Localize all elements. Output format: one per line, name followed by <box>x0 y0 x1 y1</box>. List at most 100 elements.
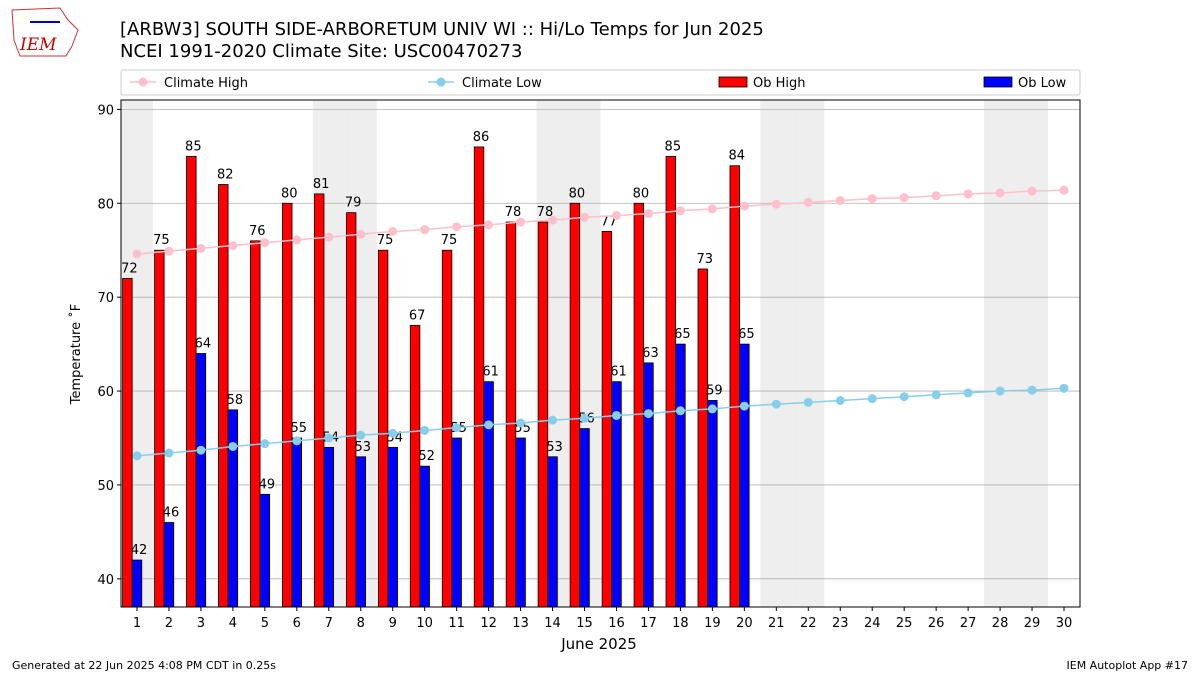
value-label: 49 <box>259 477 276 492</box>
point <box>675 406 685 416</box>
bar <box>409 324 421 608</box>
point <box>324 232 334 242</box>
point <box>516 418 526 428</box>
bar <box>195 353 207 608</box>
value-label: 82 <box>217 168 234 183</box>
point <box>611 410 621 420</box>
bar <box>739 343 750 608</box>
value-label: 72 <box>121 261 138 276</box>
y-tick-label: 60 <box>97 385 114 400</box>
value-label: 85 <box>665 139 682 154</box>
point <box>580 212 590 222</box>
footer-right: IEM Autoplot App #17 <box>1067 659 1189 672</box>
value-label: 59 <box>706 383 723 398</box>
x-tick-label: 14 <box>544 616 561 631</box>
shaded-day <box>984 100 1017 607</box>
bar <box>483 381 494 608</box>
point <box>260 439 270 449</box>
point <box>899 392 909 402</box>
value-label: 78 <box>505 205 522 220</box>
value-label: 65 <box>738 327 755 342</box>
point <box>995 386 1005 396</box>
point <box>452 222 462 232</box>
point <box>164 448 174 458</box>
value-label: 75 <box>377 233 394 248</box>
bar <box>515 437 526 608</box>
point <box>356 430 366 440</box>
bar <box>154 249 165 608</box>
bar <box>186 155 197 608</box>
x-tick-label: 15 <box>576 616 593 631</box>
bar <box>547 456 558 608</box>
point <box>292 436 302 446</box>
bar <box>643 362 654 608</box>
legend-label: Ob High <box>753 76 806 91</box>
bar <box>537 221 549 608</box>
point <box>739 201 749 211</box>
bar <box>259 493 271 608</box>
point <box>420 225 430 235</box>
bar <box>729 165 740 608</box>
value-label: 75 <box>441 233 458 248</box>
value-label: 64 <box>195 337 212 352</box>
bar <box>675 343 686 608</box>
point <box>356 229 366 239</box>
bar <box>227 409 239 608</box>
value-label: 65 <box>674 327 691 342</box>
value-label: 81 <box>313 177 330 192</box>
x-tick-label: 3 <box>197 616 205 631</box>
y-axis-label: Temperature ˚F <box>68 304 84 405</box>
point <box>548 415 558 425</box>
point <box>1027 186 1037 196</box>
y-tick-label: 80 <box>97 197 114 212</box>
x-tick-label: 10 <box>416 616 433 631</box>
point <box>420 425 430 435</box>
logo-text: IEM <box>19 35 57 55</box>
chart-subtitle: NCEI 1991-2020 Climate Site: USC00470273 <box>120 41 522 62</box>
x-tick-label: 30 <box>1056 616 1073 631</box>
point <box>548 215 558 225</box>
x-tick-label: 8 <box>357 616 365 631</box>
value-label: 42 <box>131 543 148 558</box>
x-tick-label: 22 <box>800 616 817 631</box>
bar <box>250 240 261 608</box>
x-tick-label: 18 <box>672 616 689 631</box>
chart-title: [ARBW3] SOUTH SIDE-ARBORETUM UNIV WI :: … <box>120 19 764 40</box>
point <box>803 197 813 207</box>
x-axis-label: June 2025 <box>560 635 637 653</box>
point <box>643 409 653 419</box>
legend-swatch <box>983 76 1013 88</box>
point <box>516 217 526 227</box>
bar <box>313 193 325 608</box>
bar <box>355 456 366 608</box>
point <box>164 246 174 256</box>
x-tick-label: 17 <box>640 616 657 631</box>
bar <box>569 202 581 608</box>
value-label: 75 <box>153 233 170 248</box>
legend-swatch <box>718 76 748 88</box>
plot-frame <box>120 99 1081 608</box>
x-tick-label: 1 <box>133 616 141 631</box>
point <box>899 193 909 203</box>
bar <box>377 249 389 608</box>
legend-label: Ob Low <box>1018 76 1067 91</box>
x-tick-label: 24 <box>864 616 881 631</box>
value-label: 80 <box>281 186 298 201</box>
x-tick-label: 23 <box>832 616 849 631</box>
bar <box>665 155 677 608</box>
footer-left: Generated at 22 Jun 2025 4:08 PM CDT in … <box>12 659 276 672</box>
value-label: 78 <box>537 205 554 220</box>
bar <box>419 465 430 608</box>
bar <box>601 231 613 608</box>
point <box>196 445 206 455</box>
point <box>803 397 813 407</box>
point <box>580 413 590 423</box>
value-label: 80 <box>569 186 586 201</box>
bar <box>697 268 708 608</box>
value-label: 85 <box>185 139 202 154</box>
bar <box>163 522 175 608</box>
point <box>1027 385 1037 395</box>
value-label: 52 <box>418 449 435 464</box>
point <box>643 209 653 219</box>
x-tick-label: 26 <box>928 616 945 631</box>
